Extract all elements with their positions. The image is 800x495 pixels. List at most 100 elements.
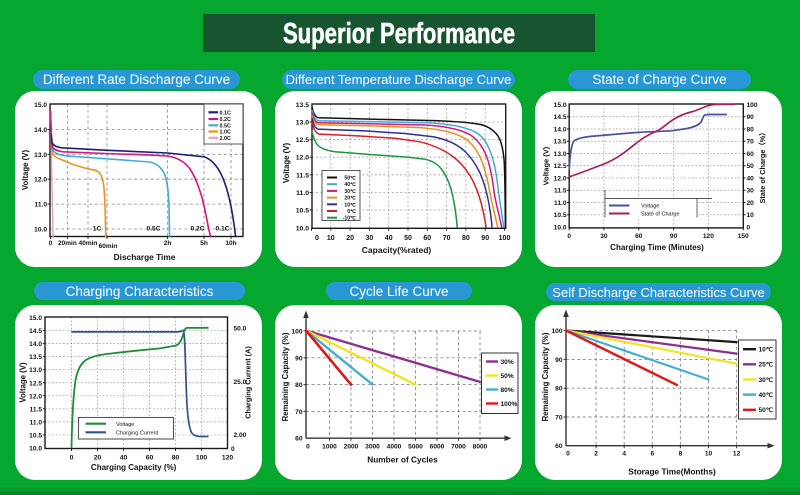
svg-text:0℃: 0℃ [347,208,356,215]
svg-text:Storage Time(Months): Storage Time(Months) [628,467,716,477]
svg-text:80: 80 [747,126,755,133]
svg-text:Capacity(%rated): Capacity(%rated) [362,245,432,255]
svg-text:Remaining Capacity (%): Remaining Capacity (%) [281,332,290,421]
svg-text:40℃: 40℃ [344,181,356,188]
svg-text:50: 50 [404,235,412,242]
svg-text:90: 90 [670,233,678,240]
svg-text:70: 70 [443,235,451,242]
svg-text:15.0: 15.0 [34,102,47,109]
svg-text:10℃: 10℃ [759,346,774,354]
svg-text:2.0C: 2.0C [220,136,231,142]
svg-text:10h: 10h [225,240,236,247]
svg-text:14.0: 14.0 [29,341,42,348]
svg-text:5000: 5000 [408,444,423,451]
svg-text:0: 0 [49,240,53,247]
svg-text:50%: 50% [501,373,514,380]
svg-text:0.1C: 0.1C [220,110,231,116]
svg-text:Charging Capacity (%): Charging Capacity (%) [91,463,177,472]
svg-text:1.0C: 1.0C [220,130,231,136]
svg-text:100: 100 [747,102,758,109]
svg-text:11.5: 11.5 [554,188,567,195]
svg-text:14.5: 14.5 [554,114,567,121]
svg-text:0: 0 [566,451,570,458]
svg-text:Voltage (V): Voltage (V) [19,362,28,403]
svg-text:15.0: 15.0 [29,315,42,322]
svg-text:Voltage (V): Voltage (V) [542,146,551,185]
svg-text:4000: 4000 [387,444,402,451]
svg-text:60: 60 [747,151,755,158]
svg-text:10.0: 10.0 [29,446,42,453]
svg-text:12.0: 12.0 [34,177,47,184]
svg-text:12.5: 12.5 [296,137,309,144]
svg-text:60min: 60min [99,243,118,250]
svg-text:2: 2 [594,451,598,458]
svg-text:13.0: 13.0 [296,120,309,127]
svg-text:70: 70 [555,415,563,422]
svg-text:40℃: 40℃ [759,391,774,399]
svg-text:2.00: 2.00 [234,432,247,439]
svg-text:60: 60 [146,455,154,462]
svg-text:1000: 1000 [322,444,337,451]
svg-text:10: 10 [705,451,713,458]
svg-text:0.2C: 0.2C [220,117,231,123]
svg-text:50℃: 50℃ [344,175,356,182]
svg-text:Charging Current: Charging Current [116,431,159,437]
svg-text:60: 60 [635,233,643,240]
svg-text:0.1C: 0.1C [216,226,230,233]
svg-text:100: 100 [499,235,511,242]
svg-text:50: 50 [747,163,755,170]
svg-text:12.5: 12.5 [29,380,42,387]
svg-text:90: 90 [295,355,303,362]
svg-text:30℃: 30℃ [344,188,356,195]
svg-text:10.5: 10.5 [554,212,567,219]
svg-text:30%: 30% [501,359,514,366]
svg-text:Charging Current (A): Charging Current (A) [244,346,253,419]
svg-text:10.0: 10.0 [296,226,309,233]
svg-text:Voltage: Voltage [116,422,134,428]
svg-text:2h: 2h [164,240,172,247]
svg-text:10.5: 10.5 [29,433,42,440]
svg-text:5h: 5h [200,240,208,247]
svg-text:Discharge Time: Discharge Time [114,252,176,262]
svg-text:11.0: 11.0 [296,190,309,197]
svg-text:0.5C: 0.5C [220,123,231,129]
svg-text:0: 0 [70,455,74,462]
svg-text:13.0: 13.0 [554,151,567,158]
svg-text:100%: 100% [501,401,518,408]
svg-text:12.5: 12.5 [554,163,567,170]
svg-text:8: 8 [679,451,683,458]
svg-text:10.0: 10.0 [34,227,47,234]
svg-text:40: 40 [385,235,393,242]
svg-text:20℃: 20℃ [344,195,356,202]
svg-text:7000: 7000 [451,444,466,451]
svg-text:1C: 1C [93,226,102,233]
svg-text:70: 70 [295,409,303,416]
svg-text:90: 90 [481,235,489,242]
svg-text:10: 10 [327,235,335,242]
svg-text:11.5: 11.5 [296,172,309,179]
svg-text:15.0: 15.0 [554,102,567,109]
svg-text:11.0: 11.0 [554,200,567,207]
svg-text:Voltage (V): Voltage (V) [282,143,291,184]
svg-text:150: 150 [738,233,749,240]
svg-text:10℃: 10℃ [344,201,356,208]
svg-text:4: 4 [622,451,626,458]
svg-text:100: 100 [291,329,302,336]
svg-text:14.0: 14.0 [34,127,47,134]
svg-text:20min: 20min [58,240,77,247]
svg-text:14.5: 14.5 [29,328,42,335]
svg-text:80: 80 [555,386,563,393]
svg-text:50.0: 50.0 [234,326,247,333]
svg-text:13.5: 13.5 [296,102,309,109]
svg-text:80: 80 [172,455,180,462]
svg-text:Voltage (V): Voltage (V) [21,150,30,191]
svg-text:120: 120 [222,455,234,462]
svg-text:State of Charge（%）: State of Charge（%） [758,128,767,203]
svg-text:20: 20 [346,235,354,242]
svg-text:100: 100 [196,455,208,462]
svg-text:8000: 8000 [473,444,488,451]
svg-text:60: 60 [555,443,563,450]
svg-text:Remaining Capacity (%): Remaining Capacity (%) [541,332,550,421]
svg-text:120: 120 [703,233,714,240]
svg-text:0: 0 [315,235,319,242]
